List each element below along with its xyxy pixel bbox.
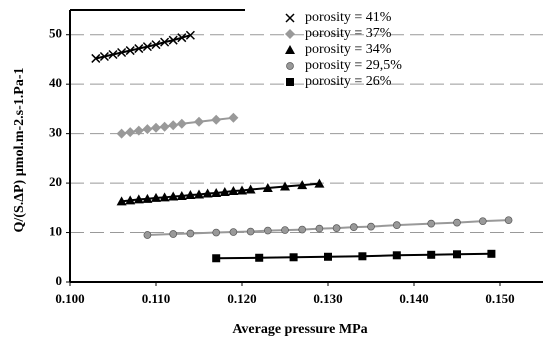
- point: [358, 252, 367, 261]
- point: [211, 187, 222, 197]
- point: [176, 190, 187, 200]
- y-tick-label: 30: [49, 125, 62, 140]
- point: [392, 221, 401, 229]
- legend-marker: [286, 78, 294, 86]
- point: [134, 44, 144, 54]
- y-tick-label: 20: [49, 174, 62, 189]
- x-tick-label: 0.120: [227, 291, 256, 306]
- legend-marker: [285, 45, 295, 54]
- trend-line: [95, 34, 191, 60]
- point: [212, 228, 221, 237]
- point: [427, 219, 436, 228]
- point: [332, 224, 341, 232]
- x-tick-label: 0.100: [55, 291, 84, 306]
- point: [219, 186, 230, 196]
- point: [142, 193, 153, 203]
- point: [263, 226, 272, 235]
- point: [133, 194, 144, 204]
- point: [246, 227, 255, 236]
- point: [168, 120, 179, 131]
- x-tick-label: 0.150: [485, 291, 514, 306]
- trend-line: [121, 182, 320, 203]
- legend-marker: [285, 13, 295, 23]
- point: [211, 114, 222, 125]
- point: [504, 216, 513, 225]
- point: [125, 195, 136, 205]
- point: [367, 222, 375, 231]
- legend-label: porosity = 37%: [305, 26, 392, 41]
- point: [159, 121, 170, 132]
- point: [142, 124, 153, 135]
- point: [169, 230, 178, 238]
- point: [185, 30, 195, 40]
- point: [159, 192, 170, 202]
- point: [262, 183, 273, 193]
- point: [245, 184, 256, 194]
- point: [478, 217, 487, 226]
- point: [228, 112, 239, 123]
- point: [151, 40, 161, 50]
- point: [151, 122, 161, 133]
- point: [116, 128, 127, 139]
- point: [280, 181, 290, 191]
- y-axis-title: Q/(S.ΔP) µmol.m-2.s-1.Pa-1: [12, 68, 27, 233]
- point: [298, 225, 307, 234]
- point: [168, 191, 179, 201]
- point: [186, 229, 195, 238]
- point: [194, 116, 204, 127]
- point: [297, 180, 308, 190]
- point: [143, 231, 152, 239]
- point: [142, 42, 152, 52]
- legend-label: porosity = 41%: [305, 10, 392, 25]
- x-tick-label: 0.130: [313, 291, 342, 306]
- point: [324, 252, 332, 261]
- x-tick-label: 0.110: [142, 291, 171, 306]
- point: [125, 46, 135, 56]
- legend-label: porosity = 26%: [305, 74, 392, 89]
- point: [133, 125, 144, 136]
- point: [315, 224, 324, 233]
- point: [117, 48, 127, 58]
- point: [168, 35, 178, 45]
- point: [453, 218, 461, 227]
- point: [125, 127, 136, 138]
- point: [237, 185, 247, 195]
- point: [314, 178, 325, 188]
- point: [289, 253, 298, 262]
- point: [228, 186, 239, 196]
- point: [212, 254, 221, 263]
- y-tick-label: 10: [49, 224, 62, 239]
- point: [176, 118, 187, 129]
- legend-label: porosity = 29,5%: [305, 58, 402, 73]
- y-tick-label: 50: [49, 26, 62, 41]
- point: [116, 196, 127, 206]
- point: [151, 192, 161, 202]
- trend-line: [147, 219, 509, 237]
- legend-marker: [286, 62, 294, 70]
- x-tick-label: 0.140: [399, 291, 428, 306]
- point: [229, 228, 238, 236]
- point: [427, 250, 436, 259]
- point: [160, 37, 170, 47]
- point: [202, 188, 213, 198]
- x-axis-title: Average pressure MPa: [232, 322, 367, 337]
- legend-marker: [285, 29, 295, 39]
- point: [177, 33, 187, 43]
- point: [281, 226, 289, 234]
- point: [349, 223, 358, 231]
- point: [392, 251, 401, 260]
- point: [108, 49, 118, 60]
- point: [99, 51, 109, 62]
- point: [255, 253, 264, 262]
- point: [453, 250, 461, 259]
- point: [194, 189, 204, 199]
- point: [91, 53, 101, 63]
- point: [487, 249, 496, 258]
- y-tick-label: 0: [56, 273, 63, 288]
- y-tick-label: 40: [49, 75, 62, 90]
- legend-label: porosity = 34%: [305, 42, 392, 57]
- point: [185, 189, 196, 199]
